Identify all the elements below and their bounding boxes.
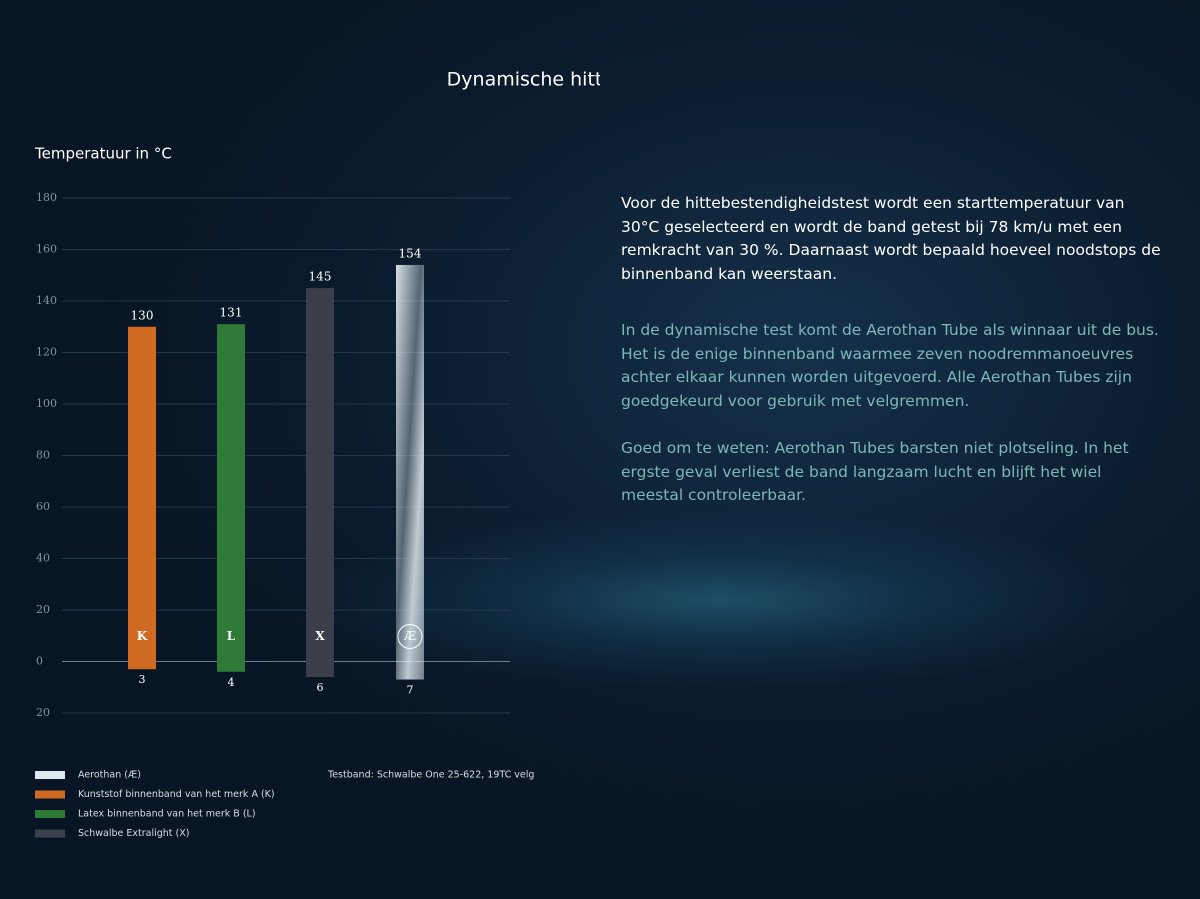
chart: Dynamische hittebestendigheid Temperatuu… <box>34 69 600 839</box>
y-tick-label: 120 <box>36 346 57 359</box>
y-tick-label: 60 <box>36 500 50 513</box>
low-label: 7 <box>407 684 414 697</box>
chart-note: Testband: Schwalbe One 25-622, 19TC velg <box>327 770 534 781</box>
chart-title: Dynamische hittebestendigheid <box>447 69 600 91</box>
value-label: 145 <box>309 270 332 284</box>
legend-swatch <box>35 810 65 818</box>
y-tick-label: 40 <box>36 552 50 565</box>
category-label: L <box>227 629 236 643</box>
bar <box>306 288 334 677</box>
paragraph: Goed om te weten: Aerothan Tubes barsten… <box>621 439 1129 504</box>
legend-label: Aerothan (Æ) <box>78 770 141 781</box>
low-label: 3 <box>139 673 146 686</box>
y-tick-label: 140 <box>36 294 57 307</box>
y-tick-label: 20 <box>36 706 50 719</box>
y-axis-label: Temperatuur in °C <box>34 145 172 163</box>
legend-label: Schwalbe Extralight (X) <box>78 828 189 839</box>
legend-label: Kunststof binnenband van het merk A (K) <box>78 789 275 800</box>
category-label: K <box>137 629 148 643</box>
category-label: X <box>315 629 325 643</box>
y-tick-label: 80 <box>36 449 50 462</box>
paragraph: In de dynamische test komt de Aerothan T… <box>621 321 1159 410</box>
y-tick-label: 180 <box>36 191 57 204</box>
bar <box>217 324 245 672</box>
paragraph: Voor de hittebestendigheidstest wordt ee… <box>621 194 1161 283</box>
y-tick-label: 160 <box>36 243 57 256</box>
legend-swatch <box>35 790 65 799</box>
y-tick-label: 20 <box>36 603 50 616</box>
category-label: Æ <box>403 629 416 643</box>
bar <box>128 326 156 670</box>
value-label: 131 <box>220 306 243 320</box>
value-label: 154 <box>399 246 422 260</box>
low-label: 6 <box>317 681 324 694</box>
y-tick-label: 100 <box>36 397 57 410</box>
legend-swatch <box>35 829 65 838</box>
logo-ring <box>397 624 423 649</box>
legend-swatch <box>35 771 65 779</box>
value-label: 130 <box>131 308 154 322</box>
y-tick-label: 0 <box>36 655 43 668</box>
low-label: 4 <box>228 676 235 689</box>
legend-label: Latex binnenband van het merk B (L) <box>78 809 256 820</box>
bar <box>396 264 424 680</box>
